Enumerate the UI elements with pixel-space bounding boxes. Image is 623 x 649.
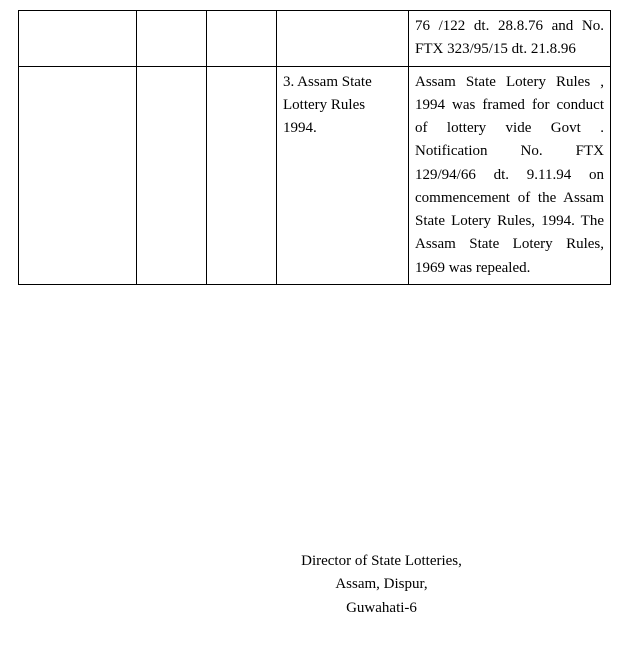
- table-row: 76 /122 dt. 28.8.76 and No. FTX 323/95/1…: [19, 11, 611, 67]
- cell-r1c5: 76 /122 dt. 28.8.76 and No. FTX 323/95/1…: [409, 11, 611, 67]
- signature-line-3: Guwahati-6: [0, 597, 623, 620]
- cell-r1c1: [19, 11, 137, 67]
- cell-text: 76 /122 dt. 28.8.76 and No. FTX 323/95/1…: [415, 18, 604, 57]
- page: 76 /122 dt. 28.8.76 and No. FTX 323/95/1…: [0, 0, 623, 649]
- signature-line-2: Assam, Dispur,: [0, 573, 623, 596]
- cell-r1c4: [277, 11, 409, 67]
- table-row: 3. Assam State Lottery Rules 1994. Assam…: [19, 66, 611, 284]
- signature-block: Director of State Lotteries, Assam, Disp…: [0, 550, 623, 620]
- cell-text: Assam State Lotery Rules , 1994 was fram…: [415, 74, 604, 276]
- rules-table: 76 /122 dt. 28.8.76 and No. FTX 323/95/1…: [18, 10, 611, 285]
- cell-r2c5: Assam State Lotery Rules , 1994 was fram…: [409, 66, 611, 284]
- cell-r2c1: [19, 66, 137, 284]
- cell-r1c2: [137, 11, 207, 67]
- cell-text: 3. Assam State Lottery Rules 1994.: [283, 74, 372, 137]
- cell-r2c3: [207, 66, 277, 284]
- cell-r2c2: [137, 66, 207, 284]
- cell-r1c3: [207, 11, 277, 67]
- cell-r2c4: 3. Assam State Lottery Rules 1994.: [277, 66, 409, 284]
- signature-line-1: Director of State Lotteries,: [0, 550, 623, 573]
